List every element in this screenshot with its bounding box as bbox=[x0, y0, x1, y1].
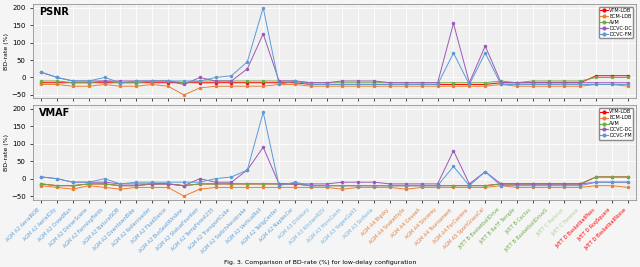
Y-axis label: BD-rate (%): BD-rate (%) bbox=[4, 33, 10, 70]
Legend: VTM-LDB, ECM-LDB, AVM, DCVC-DC, DCVC-FM: VTM-LDB, ECM-LDB, AVM, DCVC-DC, DCVC-FM bbox=[599, 7, 634, 38]
Text: VMAF: VMAF bbox=[39, 108, 70, 118]
Y-axis label: BD-rate (%): BD-rate (%) bbox=[4, 134, 10, 171]
Text: Fig. 3. Comparison of BD-rate (%) for low-delay configuration: Fig. 3. Comparison of BD-rate (%) for lo… bbox=[224, 260, 416, 265]
Text: PSNR: PSNR bbox=[39, 7, 69, 17]
Legend: VTM-LDB, ECM-LDB, AVM, DCVC-DC, DCVC-FM: VTM-LDB, ECM-LDB, AVM, DCVC-DC, DCVC-FM bbox=[599, 108, 634, 140]
